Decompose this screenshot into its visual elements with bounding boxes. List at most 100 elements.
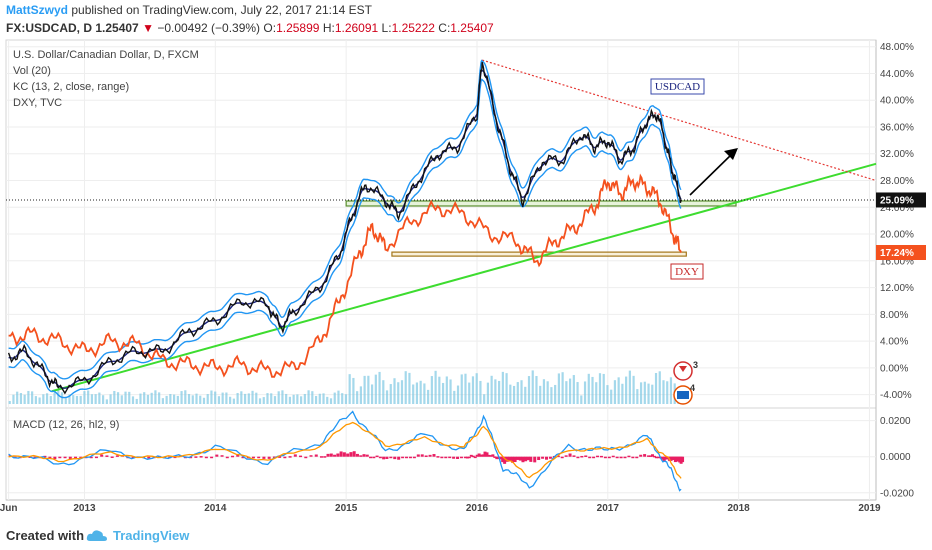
macd-histogram-bar: [580, 455, 584, 458]
macd-histogram-bar: [643, 454, 647, 457]
dxy-annotation: DXY: [675, 266, 699, 278]
high-label: H:: [322, 21, 335, 35]
author-link[interactable]: MattSzwyd: [6, 3, 69, 17]
volume-bar: [165, 395, 168, 404]
macd-histogram-bar: [448, 456, 452, 459]
volume-bar: [587, 373, 590, 404]
volume-bar: [535, 376, 538, 404]
volume-bar: [195, 393, 198, 404]
chart-canvas[interactable]: USDCAD DXY 3 4 U.S. Dollar/Canadian Doll…: [0, 38, 932, 520]
volume-bar: [187, 393, 191, 404]
volume-bar: [471, 376, 475, 404]
y-tick-label: 24.00%: [880, 203, 914, 214]
macd-histogram-bar: [131, 456, 135, 459]
volume-bar: [341, 393, 344, 404]
usdcad-price-badge: [876, 192, 926, 208]
volume-bar: [143, 392, 146, 404]
volume-bar: [561, 372, 564, 404]
volume-bar: [247, 393, 250, 404]
volume-bar: [53, 392, 56, 404]
tradingview-brand[interactable]: TradingView: [113, 528, 190, 543]
volume-bar: [232, 398, 235, 404]
symbol-label: FX:USDCAD, D: [6, 21, 92, 35]
usdcad-price-line: [7, 61, 682, 395]
macd-tick-label: -0.0200: [880, 488, 914, 499]
macd-histogram-bar: [619, 456, 623, 459]
volume-bar: [135, 398, 138, 404]
volume-bar: [512, 385, 516, 404]
macd-histogram-bar: [323, 456, 327, 458]
volume-bar: [606, 385, 609, 404]
volume-bar: [490, 375, 493, 404]
volume-bar: [378, 371, 381, 404]
macd-histogram-bar: [545, 456, 549, 460]
macd-histogram-bar: [58, 456, 62, 459]
volume-bar: [307, 390, 310, 404]
red-resistance-line: [482, 59, 877, 182]
macd-histogram-bar: [473, 456, 477, 459]
volume-bar: [542, 379, 546, 404]
macd-histogram-bar: [189, 456, 193, 459]
published-text: published on TradingView.com, July 22, 2…: [71, 3, 372, 17]
arrow-head-icon: [724, 148, 738, 160]
volume-bar: [333, 392, 336, 404]
macd-histogram-bar: [48, 456, 52, 459]
volume-bar: [105, 399, 108, 404]
volume-bar: [296, 394, 299, 404]
macd-histogram-bar: [529, 456, 533, 462]
macd-histogram-bar: [424, 455, 428, 457]
y-tick-label: 16.00%: [880, 256, 914, 267]
macd-histogram-bar: [355, 453, 359, 457]
volume-bar: [617, 377, 620, 404]
volume-bar: [225, 392, 228, 404]
volume-bar: [79, 395, 82, 404]
low-value: 1.25222: [391, 21, 435, 35]
macd-histogram-bar: [105, 455, 109, 457]
macd-histogram-bar: [650, 454, 654, 457]
maple-leaf-icon: [679, 366, 687, 372]
macd-histogram-bar: [518, 456, 522, 461]
volume-bar: [180, 391, 183, 404]
macd-histogram-bar: [63, 456, 67, 459]
macd-histogram-bar: [326, 453, 330, 457]
volume-bar: [83, 391, 86, 404]
volume-bar: [408, 372, 411, 404]
y-tick-label: 8.00%: [880, 310, 908, 321]
macd-histogram-bar: [631, 456, 635, 459]
macd-pane-frame: [5, 407, 877, 501]
volume-bar: [34, 396, 37, 404]
volume-bar: [583, 381, 587, 404]
macd-tick-label: 0.0200: [880, 416, 911, 427]
volume-bar: [12, 394, 15, 404]
macd-histogram-bar: [267, 456, 271, 459]
macd-histogram-bar: [346, 453, 350, 457]
macd-histogram-bar: [272, 456, 276, 458]
y-tick-label: 12.00%: [880, 283, 914, 294]
volume-bar: [150, 392, 153, 404]
volume-bar: [595, 382, 598, 404]
y-tick-label: 32.00%: [880, 149, 914, 160]
macd-histogram-bar: [541, 456, 545, 459]
volume-bar: [415, 382, 419, 404]
volume-bar: [90, 394, 94, 404]
macd-histogram-bar: [477, 453, 481, 457]
x-tick-label: 2014: [204, 503, 227, 514]
publish-line: MattSzwyd published on TradingView.com, …: [6, 3, 372, 17]
volume-bar: [72, 395, 75, 404]
macd-histogram-bar: [503, 456, 507, 464]
volume-bar: [113, 390, 116, 404]
change-value: −0.00492 (−0.39%): [157, 21, 261, 35]
macd-histogram-bar: [204, 456, 208, 459]
macd-histogram-bar: [660, 456, 664, 460]
volume-bar: [427, 389, 430, 404]
macd-histogram-bar: [452, 456, 456, 459]
volume-bar: [38, 397, 41, 404]
macd-histogram-bar: [79, 456, 83, 459]
volume-bar: [87, 390, 90, 404]
volume-bar: [8, 401, 11, 404]
volume-bar: [475, 373, 478, 404]
macd-histogram-bar: [100, 454, 104, 457]
volume-bars: [8, 370, 680, 404]
macd-histogram-bar: [489, 455, 493, 457]
us-event-count: 4: [690, 383, 695, 393]
